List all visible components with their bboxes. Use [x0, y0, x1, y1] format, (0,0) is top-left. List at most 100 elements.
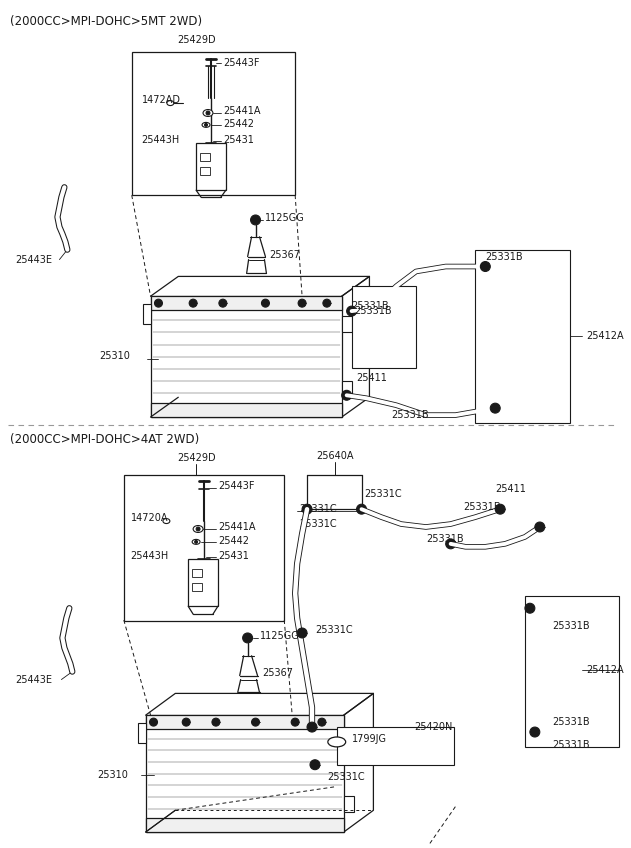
Bar — [146, 715, 344, 729]
Circle shape — [150, 718, 158, 726]
Text: 25310: 25310 — [97, 770, 128, 779]
Circle shape — [252, 718, 259, 726]
Circle shape — [318, 718, 326, 726]
Text: 25331B: 25331B — [355, 306, 392, 316]
Text: 25443F: 25443F — [223, 59, 259, 69]
Circle shape — [495, 505, 505, 514]
Bar — [138, 723, 146, 743]
Circle shape — [204, 124, 208, 126]
Bar — [188, 559, 218, 606]
Bar — [132, 52, 295, 195]
Text: 25420N: 25420N — [414, 722, 452, 732]
Ellipse shape — [192, 539, 200, 544]
Ellipse shape — [167, 101, 174, 105]
Circle shape — [490, 403, 500, 413]
Text: 25443F: 25443F — [218, 482, 254, 491]
Circle shape — [323, 299, 331, 307]
Text: 25331B: 25331B — [485, 252, 523, 262]
Ellipse shape — [328, 737, 346, 747]
Text: 25443H: 25443H — [141, 135, 180, 145]
Circle shape — [480, 261, 490, 271]
Text: 25310: 25310 — [99, 351, 130, 360]
Bar — [196, 142, 226, 190]
Text: 25331C: 25331C — [299, 505, 337, 514]
Text: 25331C: 25331C — [315, 625, 353, 635]
Text: 25331C: 25331C — [299, 519, 337, 529]
Text: 25331B: 25331B — [426, 534, 464, 544]
Circle shape — [212, 718, 220, 726]
Bar — [200, 153, 210, 160]
Ellipse shape — [193, 526, 203, 533]
Text: 25411: 25411 — [357, 373, 387, 383]
Circle shape — [302, 505, 312, 514]
Circle shape — [297, 628, 307, 638]
Bar — [151, 296, 342, 417]
Circle shape — [261, 299, 269, 307]
Text: 25331B: 25331B — [553, 717, 591, 727]
Text: 25443H: 25443H — [131, 550, 169, 561]
Text: 25412A: 25412A — [586, 331, 624, 341]
Text: 25331B: 25331B — [553, 740, 591, 750]
Text: 25331B: 25331B — [553, 621, 591, 631]
Circle shape — [194, 540, 198, 544]
Text: 25412A: 25412A — [586, 665, 624, 675]
Text: 1125GG: 1125GG — [266, 213, 305, 223]
Bar — [344, 796, 353, 812]
Circle shape — [535, 522, 545, 532]
Text: 1125GG: 1125GG — [259, 631, 299, 641]
Circle shape — [196, 527, 200, 531]
Circle shape — [530, 727, 540, 737]
Ellipse shape — [163, 519, 170, 523]
Bar — [192, 583, 202, 591]
Text: 25443E: 25443E — [15, 254, 52, 265]
Text: 25431: 25431 — [218, 550, 249, 561]
Ellipse shape — [202, 122, 210, 127]
Bar — [342, 382, 351, 397]
Text: 25331B: 25331B — [464, 502, 501, 512]
Circle shape — [291, 718, 299, 726]
Circle shape — [243, 633, 252, 643]
Text: 25441A: 25441A — [223, 106, 261, 116]
Text: 25429D: 25429D — [177, 35, 215, 45]
Bar — [151, 296, 342, 310]
Circle shape — [445, 538, 456, 549]
Bar — [143, 304, 151, 324]
Text: 1799JG: 1799JG — [351, 734, 387, 744]
Ellipse shape — [203, 109, 213, 116]
Bar — [146, 818, 344, 832]
Text: 25442: 25442 — [223, 119, 254, 129]
Circle shape — [298, 299, 306, 307]
Circle shape — [189, 299, 197, 307]
Text: (2000CC>MPI-DOHC>4AT 2WD): (2000CC>MPI-DOHC>4AT 2WD) — [10, 433, 199, 446]
Circle shape — [357, 505, 367, 514]
Text: 25331B: 25331B — [351, 301, 389, 311]
Bar — [525, 596, 619, 747]
Bar — [124, 475, 284, 621]
Text: 25367: 25367 — [269, 249, 300, 259]
Text: 14720A: 14720A — [131, 513, 168, 523]
Circle shape — [307, 722, 317, 732]
Bar — [351, 287, 416, 367]
Circle shape — [182, 718, 190, 726]
Circle shape — [251, 215, 261, 225]
Circle shape — [342, 390, 351, 400]
Circle shape — [310, 760, 320, 770]
Circle shape — [525, 603, 535, 613]
Bar — [200, 167, 210, 176]
Text: 1472AD: 1472AD — [141, 95, 180, 105]
Text: 25441A: 25441A — [218, 522, 256, 532]
Circle shape — [346, 306, 357, 316]
Circle shape — [206, 111, 210, 115]
Bar — [337, 727, 454, 765]
Text: 25640A: 25640A — [316, 450, 353, 460]
Text: 25331C: 25331C — [327, 772, 365, 782]
Circle shape — [219, 299, 227, 307]
Text: 25331B: 25331B — [391, 410, 429, 420]
Text: 25367: 25367 — [262, 667, 293, 678]
Text: 25442: 25442 — [218, 536, 249, 546]
Text: 25429D: 25429D — [177, 453, 215, 463]
Text: 25431: 25431 — [223, 135, 254, 145]
Bar — [344, 735, 353, 750]
Bar — [146, 715, 344, 832]
Text: (2000CC>MPI-DOHC>5MT 2WD): (2000CC>MPI-DOHC>5MT 2WD) — [10, 15, 202, 28]
